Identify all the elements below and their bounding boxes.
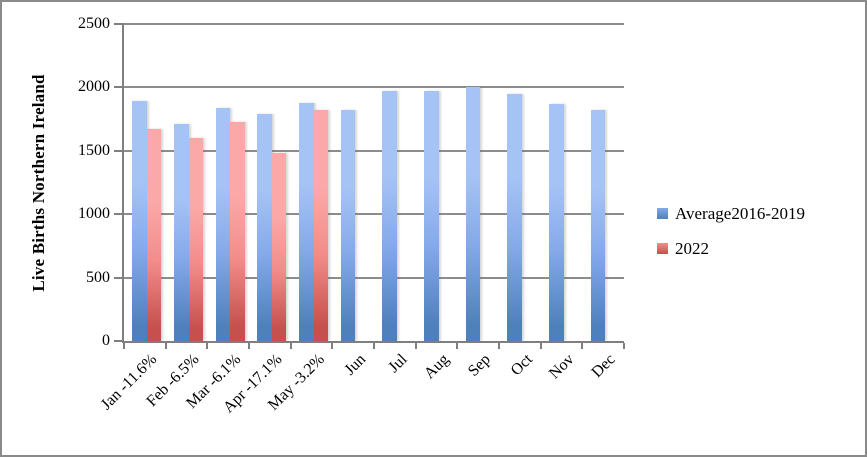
bar-average2016-2019-mar bbox=[215, 107, 231, 341]
x-category-label: Aug bbox=[420, 350, 453, 383]
y-tick-label: 1500 bbox=[78, 141, 110, 159]
bar-average2016-2019-may bbox=[299, 102, 314, 341]
legend-label-2022: 2022 bbox=[675, 239, 709, 258]
category-cell bbox=[207, 24, 249, 341]
legend-marker-average-icon bbox=[657, 208, 668, 219]
y-tick-mark bbox=[114, 276, 122, 279]
gridline bbox=[124, 86, 624, 89]
y-tick-mark bbox=[114, 149, 122, 152]
x-tick-mark bbox=[373, 343, 375, 349]
x-category-label: Jun bbox=[341, 350, 370, 379]
bar-average2016-2019-oct bbox=[507, 93, 522, 341]
bar-pair bbox=[507, 24, 536, 341]
bar-pair bbox=[424, 24, 453, 341]
bar-pair bbox=[215, 24, 245, 341]
bar-pair bbox=[299, 24, 329, 341]
bar-average2016-2019-apr bbox=[257, 114, 272, 341]
category-cell bbox=[374, 24, 416, 341]
x-tick-mark bbox=[539, 343, 542, 349]
bar-pair bbox=[549, 24, 578, 341]
x-tick-mark bbox=[289, 343, 292, 349]
x-tick-mark bbox=[164, 343, 167, 349]
bar-pair bbox=[174, 24, 203, 341]
x-category-label: Sep bbox=[465, 350, 495, 380]
legend: Average2016-2019 2022 bbox=[657, 203, 805, 273]
legend-item-2022: 2022 bbox=[657, 238, 805, 259]
category-cell bbox=[582, 24, 624, 341]
x-tick-mark bbox=[123, 343, 125, 349]
gridline bbox=[124, 213, 624, 216]
bar-pair bbox=[132, 24, 162, 341]
category-cell bbox=[291, 24, 333, 341]
bar-2022-mar bbox=[230, 122, 245, 341]
category-cell bbox=[457, 24, 499, 341]
legend-item-average: Average2016-2019 bbox=[657, 203, 805, 224]
bar-average2016-2019-jul bbox=[382, 91, 397, 341]
y-tick-mark bbox=[114, 86, 122, 89]
gridline bbox=[124, 23, 624, 25]
category-cell bbox=[416, 24, 458, 341]
gridline bbox=[124, 149, 624, 152]
bars-container bbox=[124, 24, 624, 341]
y-tick-label: 1000 bbox=[78, 205, 110, 223]
gridline bbox=[124, 276, 624, 279]
bar-average2016-2019-jan bbox=[132, 101, 147, 341]
x-tick-mark bbox=[206, 343, 209, 349]
bar-pair bbox=[590, 24, 620, 341]
x-tick-mark bbox=[498, 343, 500, 349]
y-axis-line bbox=[122, 23, 124, 343]
bar-average2016-2019-feb bbox=[174, 124, 189, 341]
bar-average2016-2019-aug bbox=[424, 90, 439, 341]
bar-pair bbox=[382, 24, 411, 341]
bar-pair bbox=[257, 24, 287, 341]
x-tick-mark bbox=[331, 343, 334, 349]
x-category-label: Dec bbox=[588, 350, 620, 382]
bar-average2016-2019-dec bbox=[590, 110, 606, 341]
category-cell bbox=[332, 24, 374, 341]
bar-average2016-2019-jun bbox=[340, 109, 356, 341]
x-tick-mark bbox=[623, 343, 625, 349]
plot-area bbox=[124, 23, 624, 341]
x-tick-mark bbox=[456, 343, 459, 349]
legend-label-average: Average2016-2019 bbox=[675, 204, 805, 223]
bar-2022-apr bbox=[271, 152, 287, 341]
x-category-label: Jul bbox=[385, 350, 411, 377]
x-tick-mark bbox=[414, 343, 417, 349]
bar-2022-may bbox=[313, 110, 329, 341]
bar-2022-feb bbox=[188, 138, 203, 341]
category-cell bbox=[541, 24, 583, 341]
x-category-label: Oct bbox=[507, 350, 536, 380]
x-category-label: Nov bbox=[545, 350, 578, 383]
x-axis-line bbox=[122, 341, 624, 343]
bar-pair bbox=[465, 24, 495, 341]
x-tick-mark bbox=[248, 343, 250, 349]
legend-marker-2022-icon bbox=[657, 243, 668, 254]
y-tick-label: 0 bbox=[102, 332, 110, 349]
bar-average2016-2019-sep bbox=[465, 87, 481, 341]
y-tick-mark bbox=[114, 23, 122, 25]
bar-2022-jan bbox=[146, 128, 162, 341]
y-tick-mark bbox=[114, 213, 122, 216]
bar-pair bbox=[340, 24, 370, 341]
category-cell bbox=[499, 24, 541, 341]
category-cell bbox=[249, 24, 291, 341]
y-tick-label: 500 bbox=[86, 268, 110, 286]
x-axis-category-labels: Jan -11.6% Feb -6.5% Mar -6.1% Apr -17.1% Ma… bbox=[98, 350, 624, 450]
category-cell bbox=[124, 24, 166, 341]
y-tick-label: 2500 bbox=[78, 15, 110, 32]
y-tick-label: 2000 bbox=[78, 78, 110, 96]
x-tick-mark bbox=[581, 343, 584, 349]
y-tick-mark bbox=[114, 340, 122, 342]
bar-average2016-2019-nov bbox=[549, 103, 564, 341]
category-cell bbox=[166, 24, 208, 341]
